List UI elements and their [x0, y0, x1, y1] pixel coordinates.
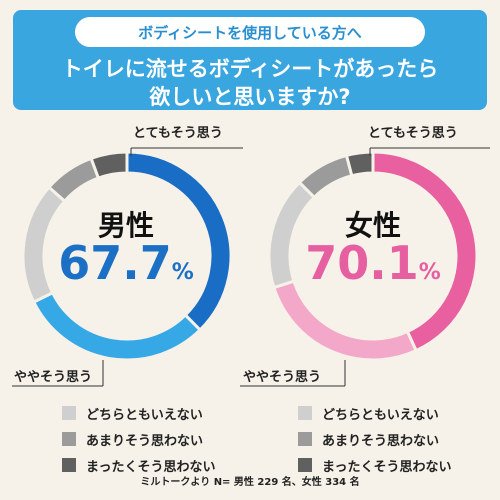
female-percentage-unit: %: [418, 260, 441, 285]
donut-female: [267, 150, 479, 362]
legend-label: あまりそう思わない: [322, 433, 440, 449]
female-label: 女性: [344, 209, 401, 242]
legend-male: どちらともいえない あまりそう思わない まったくそう思わない: [62, 400, 282, 478]
legend-swatch: [62, 406, 76, 420]
female-percentage: 70.1%: [273, 236, 473, 290]
title-line-2: 欲しいと思いますか?: [149, 85, 351, 109]
legend-item-neutral: どちらともいえない: [62, 400, 282, 426]
male-label: 男性: [97, 209, 154, 242]
female-callout-somewhat: ややそう思う: [243, 370, 322, 385]
legend-swatch: [298, 432, 312, 446]
legend-item-neutral: どちらともいえない: [298, 400, 500, 426]
male-percentage: 67.7%: [26, 236, 226, 290]
male-percentage-unit: %: [171, 260, 194, 285]
legend-item-not-at-all: まったくそう思わない: [62, 452, 282, 478]
legend-label: どちらともいえない: [86, 407, 203, 423]
male-callout-very: とてもそう思う: [133, 126, 223, 141]
donut-slice-somewhat: [272, 279, 419, 362]
legend-swatch: [298, 458, 312, 472]
title-line-1: トイレに流せるボディシートがあったら: [61, 57, 439, 81]
legend-item-not-much: あまりそう思わない: [62, 426, 282, 452]
legend-item-not-much: あまりそう思わない: [298, 426, 500, 452]
legend-label: どちらともいえない: [322, 407, 439, 423]
donut-slice-not-much: [46, 156, 101, 204]
legend-female: どちらともいえない あまりそう思わない まったくそう思わない: [298, 400, 500, 478]
male-callout-somewhat: ややそう思う: [14, 370, 93, 385]
female-percentage-value: 70.1: [305, 236, 419, 290]
source-note: ミルトークより N= 男性 229 名、女性 334 名: [140, 477, 360, 488]
callout-leaders: [12, 147, 490, 387]
donut-male: [21, 150, 233, 362]
legend-label: まったくそう思わない: [322, 459, 452, 475]
header-banner: ボディシートを使用している方へ トイレに流せるボディシートがあったら 欲しいと思…: [13, 10, 487, 110]
legend-swatch: [298, 406, 312, 420]
legend-swatch: [62, 432, 76, 446]
donut-slice-somewhat: [31, 290, 203, 362]
donut-slice-not-at-all: [344, 150, 375, 178]
donut-slice-not-at-all: [89, 150, 129, 181]
male-percentage-value: 67.7: [58, 236, 172, 290]
donut-slice-not-much: [297, 153, 354, 200]
legend-label: あまりそう思わない: [86, 433, 204, 449]
female-callout-very: とてもそう思う: [368, 126, 458, 141]
legend-item-not-at-all: まったくそう思わない: [298, 452, 500, 478]
legend-swatch: [62, 458, 76, 472]
subtitle-pill: ボディシートを使用している方へ: [75, 17, 425, 47]
legend-label: まったくそう思わない: [86, 459, 216, 475]
